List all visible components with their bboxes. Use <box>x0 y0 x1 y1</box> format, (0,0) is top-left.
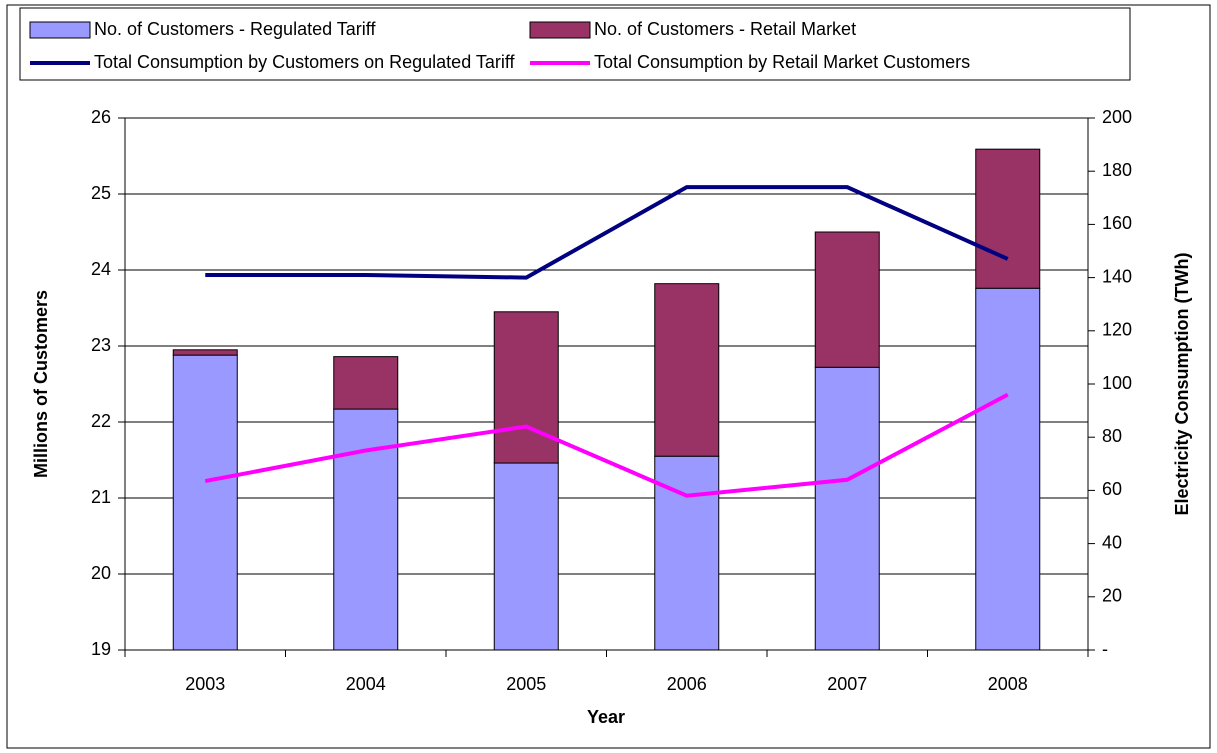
bar <box>654 283 720 457</box>
y2-tick-label: 20 <box>1102 586 1122 606</box>
line <box>205 185 1009 280</box>
bar <box>172 354 238 651</box>
line <box>204 392 1009 498</box>
y2-tick-label: 160 <box>1102 213 1132 233</box>
legend-label: No. of Customers - Retail Market <box>594 19 856 39</box>
y-tick-label: 22 <box>91 411 111 431</box>
y-tick-label: 21 <box>91 487 111 507</box>
bar <box>975 287 1041 651</box>
y2-axis-title: Electricity Consumption (TWh) <box>1172 252 1192 515</box>
legend-swatch <box>529 21 591 39</box>
x-tick-label: 2004 <box>346 674 386 694</box>
legend-label: Total Consumption by Retail Market Custo… <box>594 52 970 72</box>
y-tick-label: 26 <box>91 107 111 127</box>
x-axis-title: Year <box>587 707 625 727</box>
bar <box>493 311 559 464</box>
bar <box>814 366 880 651</box>
y2-tick-label: 200 <box>1102 107 1132 127</box>
y2-tick-label: 140 <box>1102 266 1132 286</box>
bar <box>975 148 1041 289</box>
bar <box>172 349 238 356</box>
x-tick-label: 2008 <box>988 674 1028 694</box>
x-tick-label: 2006 <box>667 674 707 694</box>
legend-swatch <box>29 21 91 39</box>
bar <box>333 356 399 410</box>
legend-label: Total Consumption by Customers on Regula… <box>94 52 516 72</box>
x-tick-label: 2007 <box>827 674 867 694</box>
y-tick-label: 20 <box>91 563 111 583</box>
y2-tick-label: 120 <box>1102 320 1132 340</box>
y-tick-label: 25 <box>91 183 111 203</box>
y2-tick-label: 180 <box>1102 160 1132 180</box>
y2-tick-label: 40 <box>1102 532 1122 552</box>
x-tick-label: 2005 <box>506 674 546 694</box>
y2-tick-label: 80 <box>1102 426 1122 446</box>
y-axis-title: Millions of Customers <box>31 290 51 478</box>
bar <box>493 462 559 651</box>
legend-frame <box>19 7 1131 81</box>
legend-label: No. of Customers - Regulated Tariff <box>94 19 376 39</box>
y2-tick-label: 100 <box>1102 373 1132 393</box>
y-tick-label: 19 <box>91 639 111 659</box>
y2-tick-label: 60 <box>1102 479 1122 499</box>
y-tick-label: 24 <box>91 259 111 279</box>
y-tick-label: 23 <box>91 335 111 355</box>
x-tick-label: 2003 <box>185 674 225 694</box>
y2-tick-label: - <box>1102 639 1108 659</box>
bar <box>814 231 880 368</box>
